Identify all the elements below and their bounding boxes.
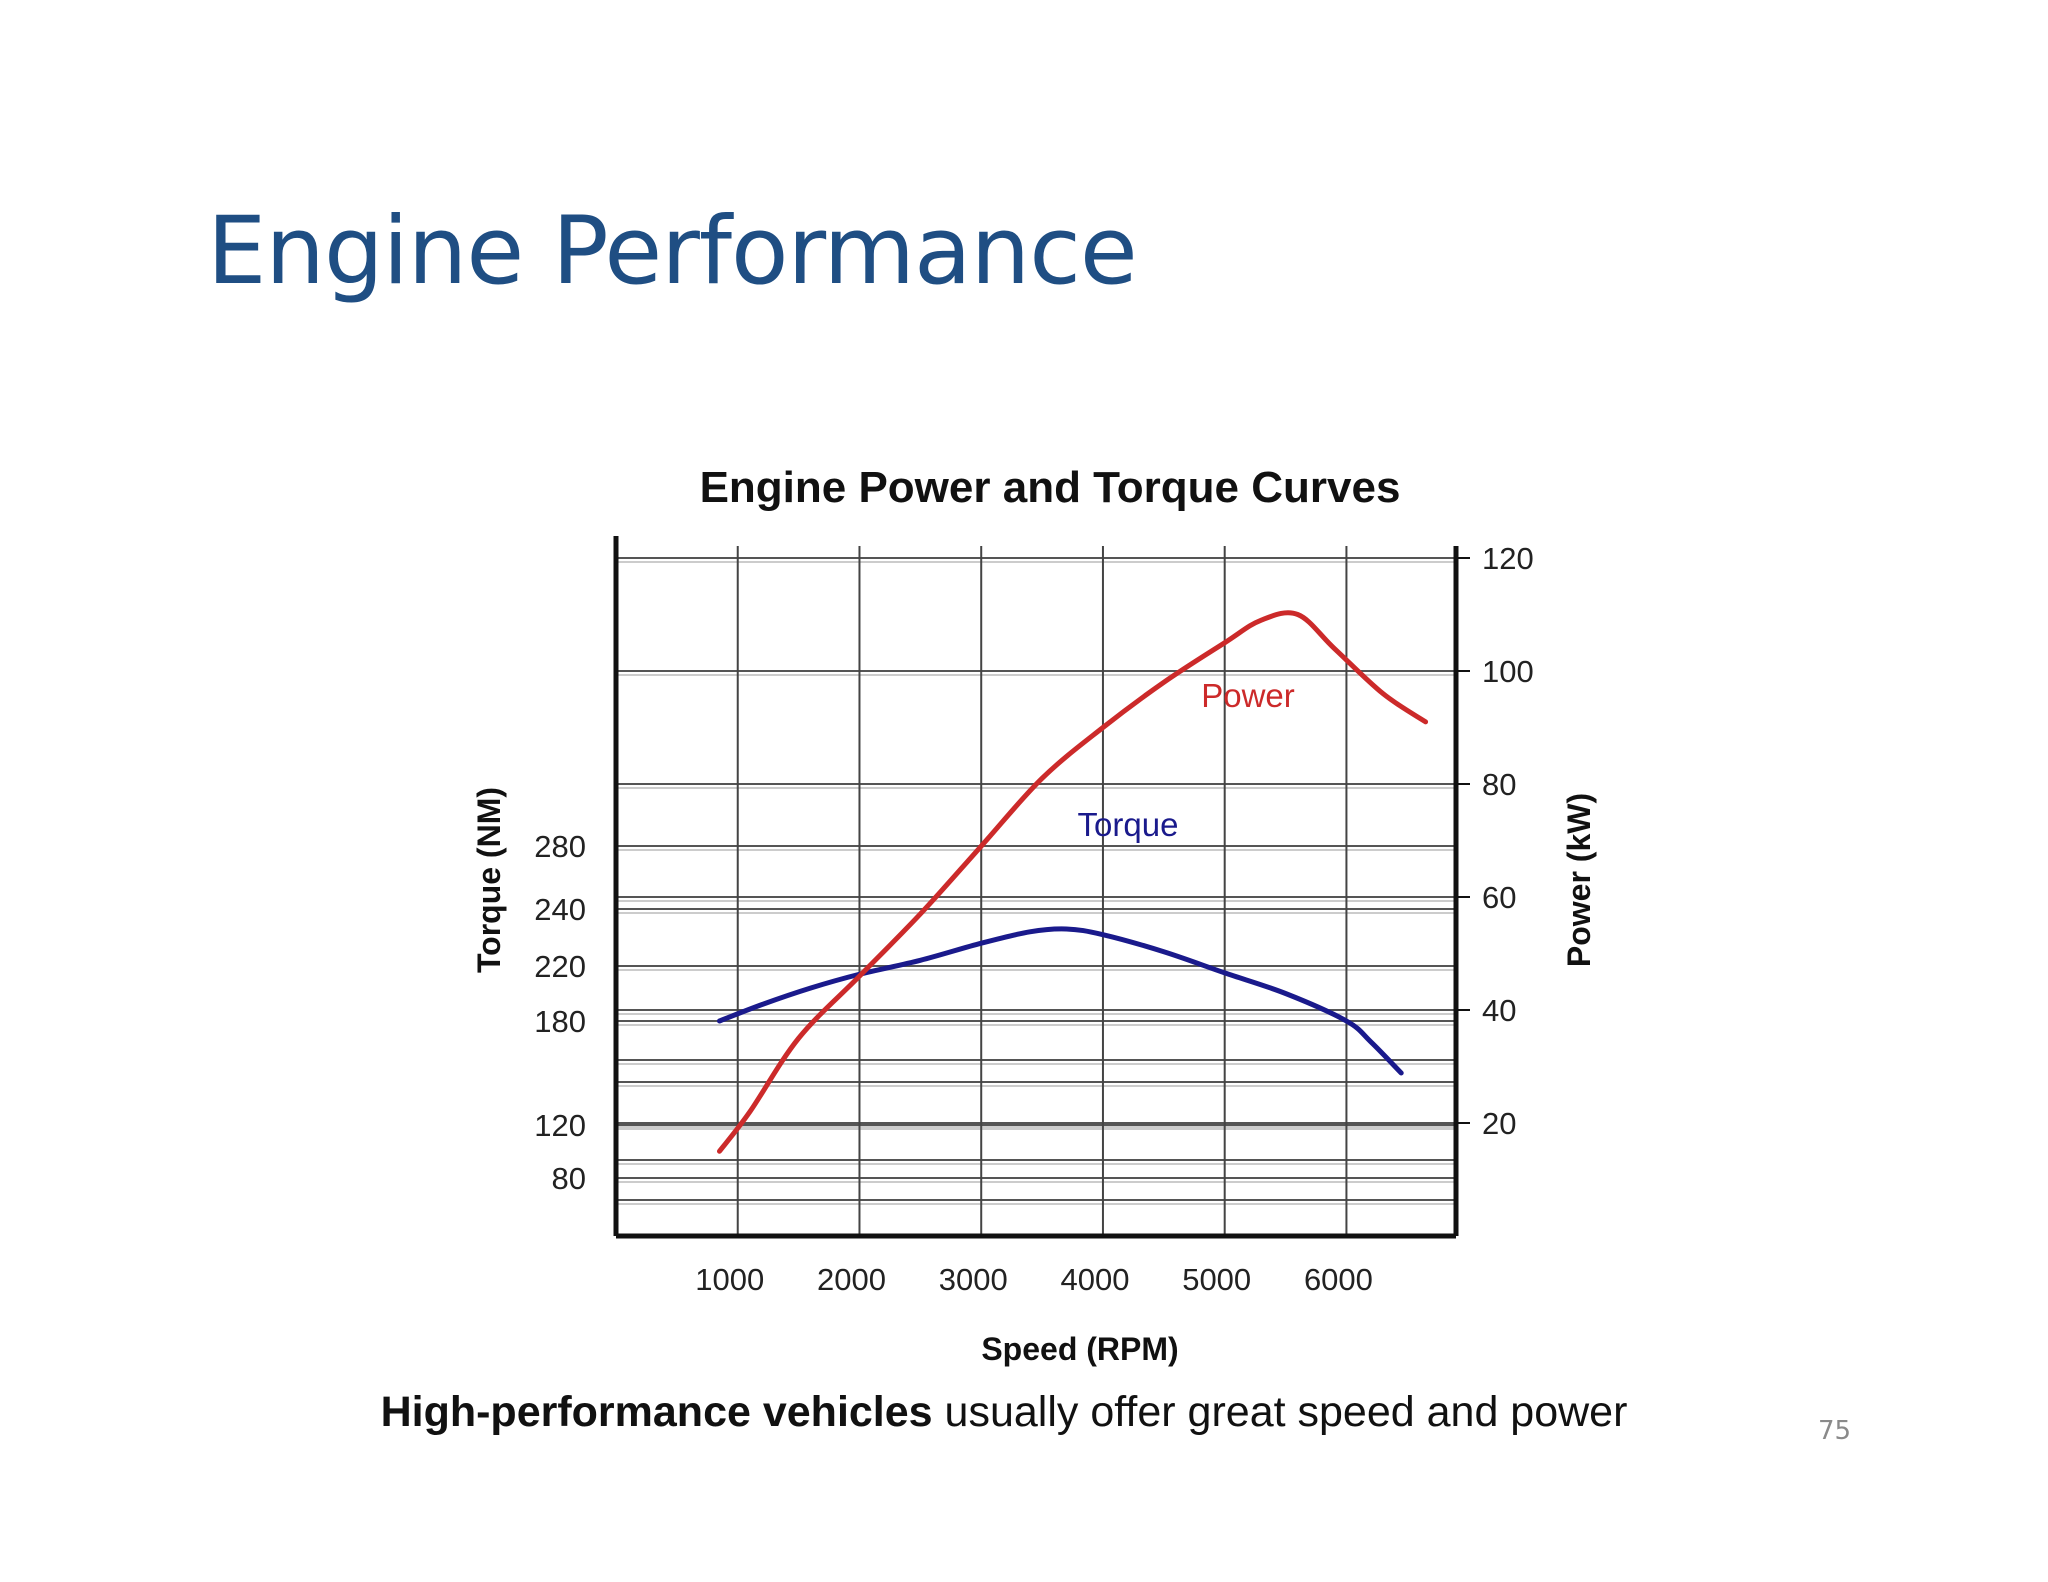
y-right-tick-label: 80 [1482, 767, 1516, 802]
y-left-tick-label: 120 [534, 1108, 586, 1143]
series-line-torque [716, 926, 1404, 1076]
caption-bold: High-performance vehicles [380, 1388, 933, 1436]
x-tick-label: 6000 [1304, 1262, 1373, 1297]
x-tick-label: 3000 [939, 1262, 1008, 1297]
caption-rest: usually offer great speed and power [932, 1388, 1628, 1436]
y-right-tick-label: 40 [1482, 993, 1516, 1028]
y-right-tick-label: 100 [1482, 654, 1534, 689]
engine-curves-chart: Engine Power and Torque Curves 1000 2000 3… [440, 440, 1620, 1400]
y-right-tick-label: 20 [1482, 1106, 1516, 1141]
y-axis-right-label: Power (kW) [1561, 793, 1597, 967]
chart-title: Engine Power and Torque Curves [700, 463, 1401, 512]
x-tick-label: 4000 [1060, 1262, 1129, 1297]
y-left-tick-label: 240 [534, 892, 586, 927]
y-left-tick-label: 280 [534, 829, 586, 864]
series-line-power [716, 610, 1429, 1154]
series-label-power: Power [1201, 677, 1295, 714]
x-axis-label: Speed (RPM) [981, 1331, 1178, 1367]
x-tick-label: 1000 [695, 1262, 764, 1297]
slide-title: Engine Performance [207, 197, 1138, 306]
page-number: 75 [1818, 1416, 1852, 1446]
y-left-tick-label: 220 [534, 949, 586, 984]
y-axis-left-label: Torque (NM) [471, 787, 507, 973]
x-tick-label: 2000 [817, 1262, 886, 1297]
y-right-tick-label: 60 [1482, 880, 1516, 915]
caption: High-performance vehicles usually offer … [0, 1388, 2048, 1437]
y-left-tick-label: 180 [534, 1004, 586, 1039]
y-left-tick-label: 80 [552, 1161, 586, 1196]
y-right-tick-label: 120 [1482, 541, 1534, 576]
x-tick-label: 5000 [1182, 1262, 1251, 1297]
series-label-torque: Torque [1078, 806, 1179, 843]
